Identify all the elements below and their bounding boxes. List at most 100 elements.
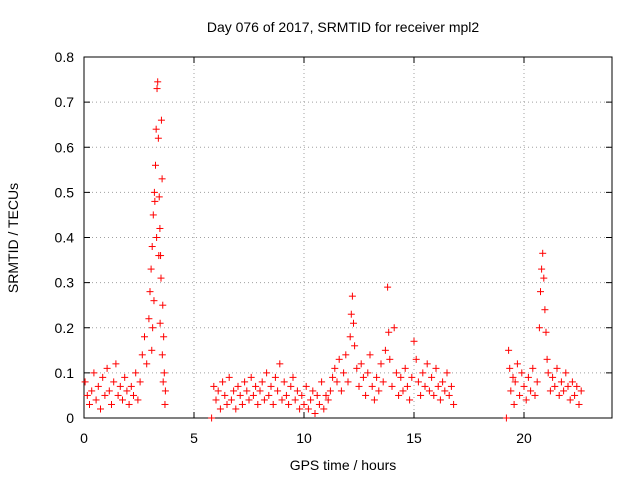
data-point — [225, 373, 233, 381]
data-point — [518, 369, 526, 377]
data-point — [269, 400, 277, 408]
data-point — [573, 382, 581, 390]
data-point — [234, 382, 242, 390]
data-point — [546, 387, 554, 395]
data-point — [271, 373, 279, 381]
data-point — [568, 378, 576, 386]
data-point — [577, 387, 585, 395]
data-point — [502, 414, 510, 422]
data-point — [399, 387, 407, 395]
data-point — [86, 400, 93, 408]
data-point — [384, 283, 392, 291]
data-point — [227, 396, 235, 404]
grid — [84, 57, 612, 418]
data-point — [241, 378, 249, 386]
data-point — [337, 387, 345, 395]
data-point — [94, 382, 102, 390]
data-point — [344, 378, 352, 386]
data-point — [555, 391, 563, 399]
y-tick-label: 0.3 — [55, 275, 75, 291]
data-point — [543, 355, 551, 363]
data-point — [245, 396, 253, 404]
data-point — [243, 387, 251, 395]
data-point — [212, 396, 220, 404]
data-point — [130, 391, 137, 399]
y-tick-label: 0 — [66, 410, 74, 426]
data-point — [260, 396, 268, 404]
data-point — [381, 346, 389, 354]
data-point — [359, 373, 367, 381]
data-point — [278, 396, 286, 404]
data-point — [443, 369, 451, 377]
data-point — [256, 387, 264, 395]
data-point — [421, 382, 429, 390]
data-point — [537, 288, 544, 296]
data-point — [335, 355, 343, 363]
data-point — [285, 400, 293, 408]
data-point — [507, 387, 515, 395]
data-point — [531, 391, 539, 399]
y-tick-label: 0.2 — [55, 320, 75, 336]
data-point — [441, 387, 449, 395]
data-point — [160, 333, 168, 341]
data-point — [214, 387, 222, 395]
data-point — [158, 351, 166, 359]
data-point — [362, 391, 370, 399]
data-point — [529, 364, 537, 372]
data-point — [368, 382, 376, 390]
data-point — [83, 391, 91, 399]
data-point — [121, 373, 129, 381]
data-point — [412, 355, 420, 363]
y-tick-label: 0.6 — [55, 139, 75, 155]
data-point — [364, 369, 372, 377]
data-point — [527, 387, 535, 395]
data-point — [430, 391, 438, 399]
data-point — [208, 414, 216, 422]
data-point — [249, 391, 257, 399]
data-point — [436, 396, 444, 404]
data-point — [397, 373, 405, 381]
data-point — [300, 400, 308, 408]
data-point — [311, 409, 319, 417]
data-point — [423, 360, 431, 368]
x-tick-label: 5 — [190, 430, 198, 446]
data-point — [221, 391, 229, 399]
data-point — [370, 396, 378, 404]
data-point — [146, 288, 154, 296]
y-tick-label: 0.5 — [55, 184, 75, 200]
data-point — [287, 382, 295, 390]
data-point — [114, 391, 122, 399]
data-point — [373, 373, 381, 381]
data-point — [127, 382, 135, 390]
data-point — [419, 369, 427, 377]
data-point — [516, 391, 524, 399]
data-point — [326, 387, 334, 395]
data-point — [232, 405, 240, 413]
data-point — [313, 391, 321, 399]
data-point — [293, 387, 301, 395]
data-point — [159, 378, 167, 386]
data-point — [506, 364, 514, 372]
data-point — [395, 391, 403, 399]
data-point — [560, 387, 568, 395]
data-point — [401, 364, 409, 372]
data-point — [296, 405, 304, 413]
data-point — [116, 382, 124, 390]
data-point — [379, 378, 387, 386]
data-point — [154, 78, 162, 86]
data-point — [571, 391, 579, 399]
data-point — [428, 373, 436, 381]
data-point — [88, 387, 96, 395]
data-point — [238, 400, 246, 408]
data-point — [138, 351, 146, 359]
data-point — [276, 360, 284, 368]
data-point — [392, 369, 400, 377]
data-point — [298, 391, 306, 399]
data-point — [289, 373, 297, 381]
data-point — [541, 306, 549, 314]
data-point — [351, 342, 359, 350]
y-tick-label: 0.8 — [55, 49, 75, 65]
data-point — [92, 396, 100, 404]
data-point — [450, 400, 458, 408]
